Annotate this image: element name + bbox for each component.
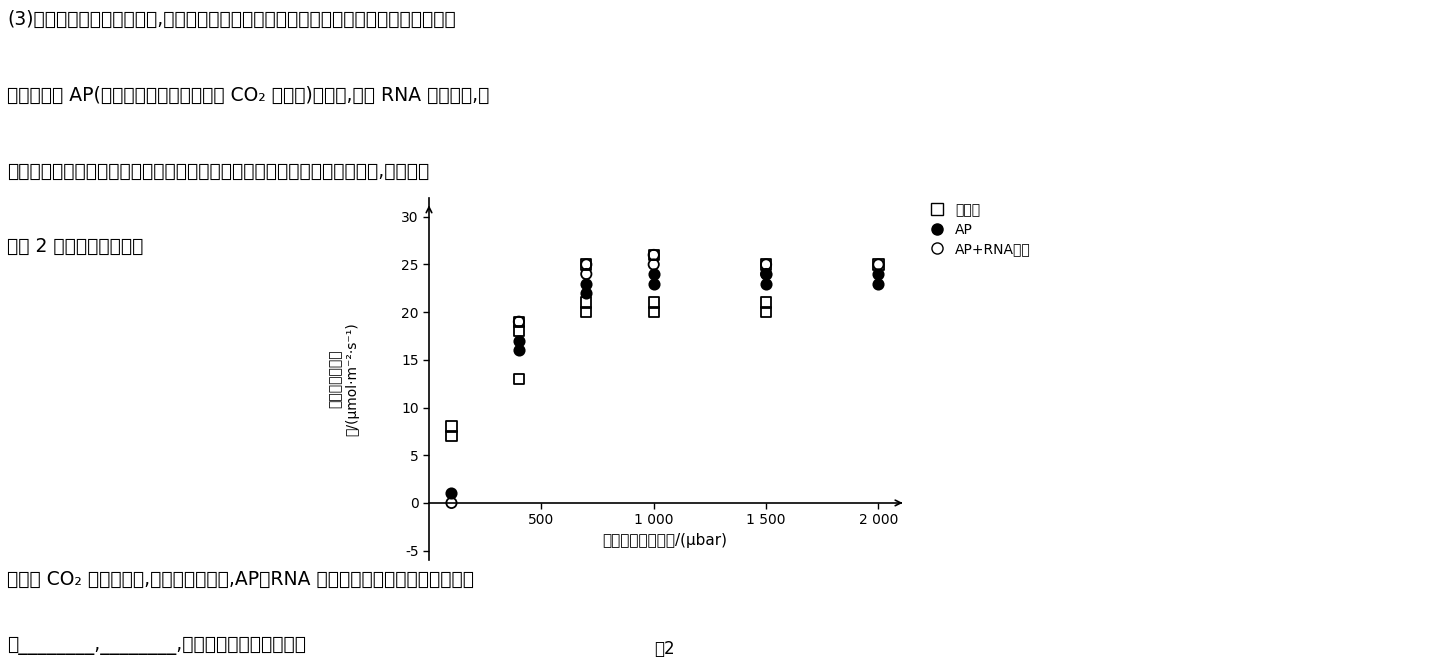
Point [867, 259, 889, 270]
Point [755, 269, 778, 279]
Legend: 野生型, AP, AP+RNA干扰: 野生型, AP, AP+RNA干扰 [917, 198, 1037, 262]
Point [755, 307, 778, 318]
Text: 低叶绿体膜上乙醇酸转运蛋白的表达量。检测三种不同类型植株的光合速率,实验结果: 低叶绿体膜上乙醇酸转运蛋白的表达量。检测三种不同类型植株的光合速率,实验结果 [7, 161, 429, 181]
Point [508, 326, 531, 337]
Point [755, 259, 778, 270]
Point [755, 259, 778, 270]
Point [575, 278, 598, 289]
Text: 是________,________,进而促进光合作用过程。: 是________,________,进而促进光合作用过程。 [7, 636, 306, 655]
Point [440, 498, 463, 508]
Point [642, 250, 665, 260]
Text: 吸替代途径 AP(依然具有降解乙醇酸产生 CO₂ 的能力)。同时,利用 RNA 干扰技术,降: 吸替代途径 AP(依然具有降解乙醇酸产生 CO₂ 的能力)。同时,利用 RNA … [7, 86, 489, 105]
Point [642, 278, 665, 289]
Point [575, 259, 598, 270]
Point [867, 269, 889, 279]
Point [575, 269, 598, 279]
Point [755, 278, 778, 289]
Text: (3)根据对光呼吸机理的研究,科研人员利用基因编辑手段设计了只在叶绿体中完成的光呼: (3)根据对光呼吸机理的研究,科研人员利用基因编辑手段设计了只在叶绿体中完成的光… [7, 10, 456, 29]
Point [755, 269, 778, 279]
Point [508, 316, 531, 327]
Point [867, 259, 889, 270]
Text: 如图 2 所示。据此回答：: 如图 2 所示。据此回答： [7, 237, 143, 256]
Point [508, 335, 531, 346]
Point [508, 316, 531, 327]
Point [575, 288, 598, 299]
Text: 当胞间 CO₂ 浓度较高时,三种类型植株中,AP＋RNA 干扰型光合速率最高的原因可能: 当胞间 CO₂ 浓度较高时,三种类型植株中,AP＋RNA 干扰型光合速率最高的原… [7, 570, 475, 589]
Point [642, 250, 665, 260]
Point [642, 297, 665, 308]
Point [440, 488, 463, 499]
Point [867, 278, 889, 289]
Point [575, 259, 598, 270]
Text: 图2: 图2 [655, 640, 675, 658]
Point [575, 297, 598, 308]
Point [508, 345, 531, 356]
Point [642, 259, 665, 270]
Point [755, 297, 778, 308]
X-axis label: 胞间二氧化碳浓度/(μbar): 胞间二氧化碳浓度/(μbar) [602, 533, 728, 548]
Point [642, 307, 665, 318]
Text: 二氧化碳固化速
率/(μmol·m⁻²·s⁻¹): 二氧化碳固化速 率/(μmol·m⁻²·s⁻¹) [329, 322, 359, 436]
Point [642, 269, 665, 279]
Point [440, 421, 463, 432]
Point [575, 307, 598, 318]
Point [440, 431, 463, 442]
Point [508, 374, 531, 384]
